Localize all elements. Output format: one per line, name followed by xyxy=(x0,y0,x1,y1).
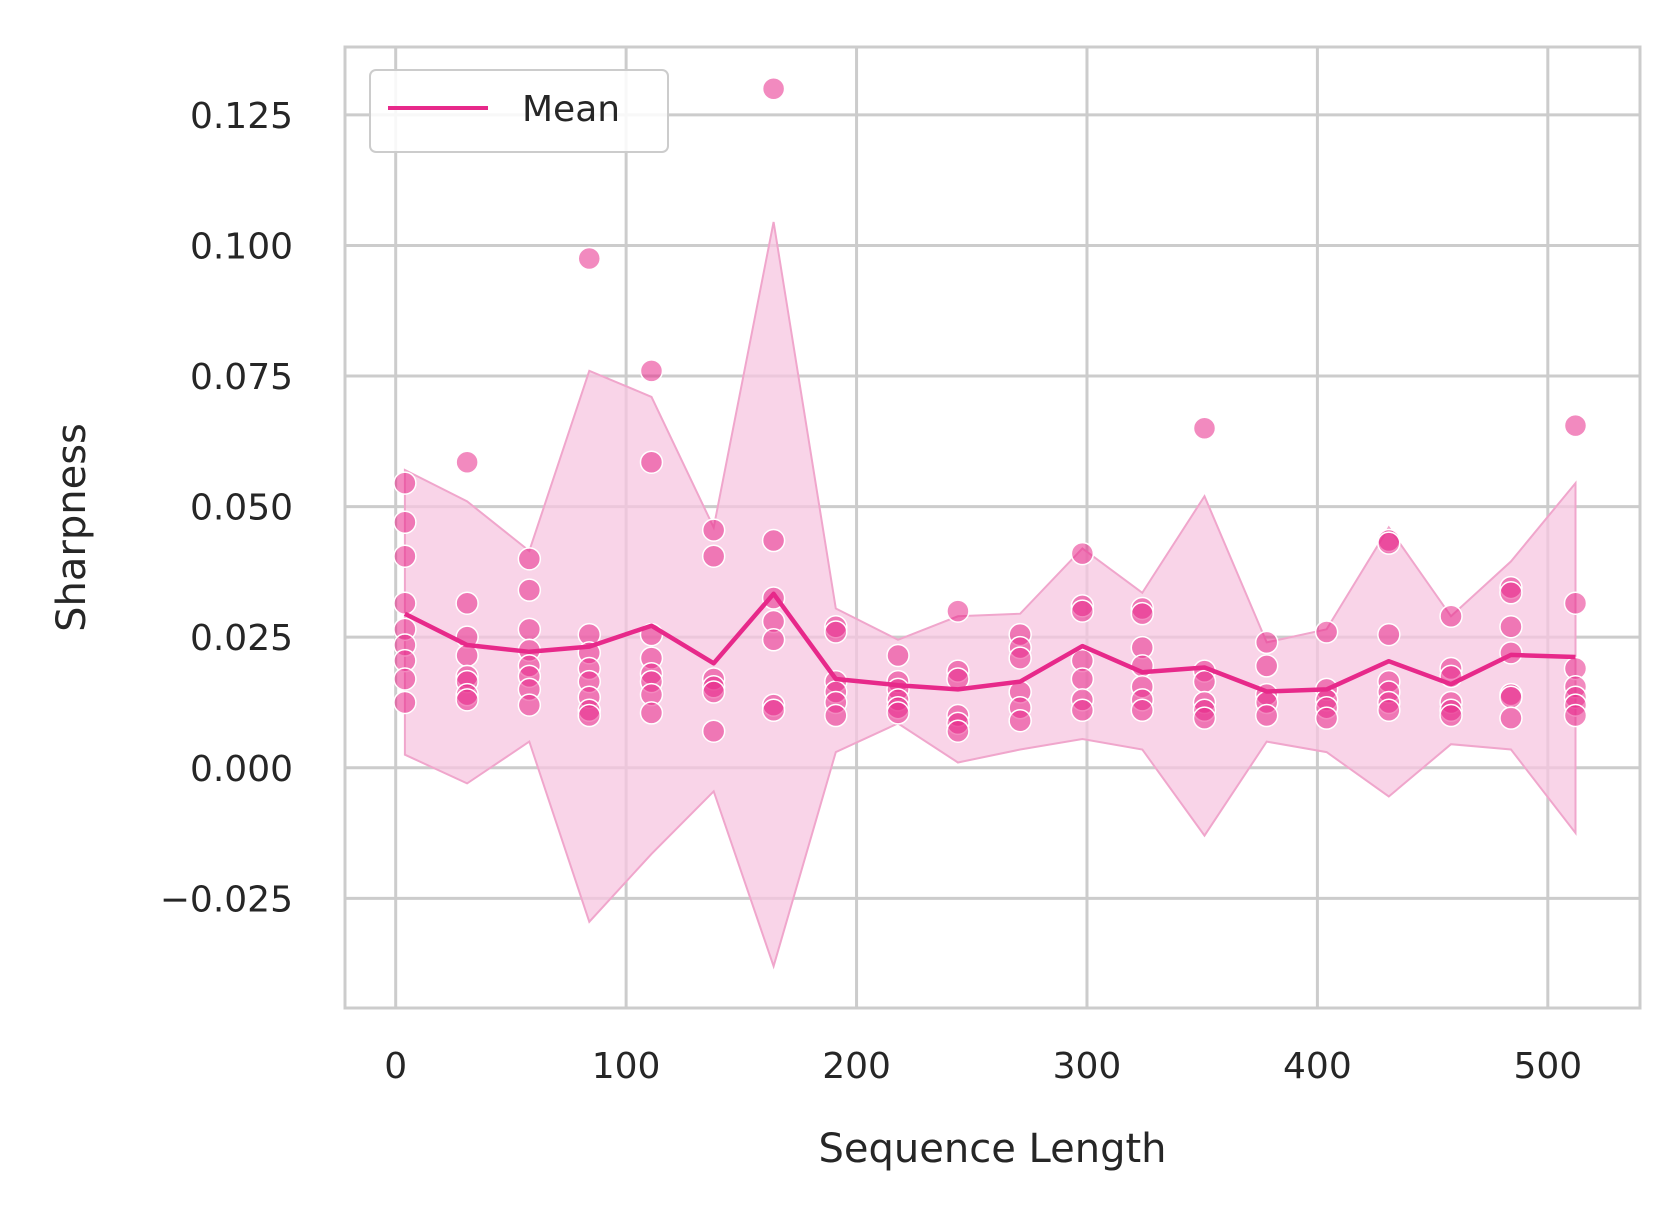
data-point xyxy=(393,510,417,535)
data-point xyxy=(701,680,726,704)
data-point xyxy=(1008,646,1032,670)
confidence-band xyxy=(403,221,1577,970)
y-tick-label: 0.000 xyxy=(190,749,293,790)
data-point xyxy=(1254,703,1279,728)
data-point xyxy=(455,591,479,615)
data-point xyxy=(824,703,848,728)
data-point xyxy=(455,450,479,474)
data-point xyxy=(1314,620,1339,644)
data-point xyxy=(1254,654,1279,678)
x-tick-labels: 0 100 200 300 400 500 xyxy=(384,1046,1582,1087)
data-point xyxy=(1192,669,1217,694)
data-point xyxy=(517,617,542,642)
y-axis-label: Sharpness xyxy=(49,423,95,632)
data-point xyxy=(1192,416,1217,441)
x-tick-label: 400 xyxy=(1283,1046,1352,1087)
mean-line-group xyxy=(403,591,1576,694)
data-point xyxy=(639,701,664,725)
data-point xyxy=(393,591,417,615)
data-point xyxy=(1499,685,1523,709)
data-point xyxy=(1070,599,1095,623)
data-point xyxy=(393,690,417,715)
data-point xyxy=(1563,413,1588,438)
y-tick-label: 0.075 xyxy=(190,357,293,398)
y-tick-label: 0.025 xyxy=(190,618,293,659)
y-tick-label: 0.125 xyxy=(190,96,293,137)
data-point xyxy=(1499,581,1523,605)
data-point xyxy=(1377,531,1401,555)
data-point xyxy=(946,719,970,743)
data-point xyxy=(701,719,726,743)
band-area xyxy=(403,221,1577,970)
data-point xyxy=(946,599,970,623)
data-point xyxy=(1130,698,1155,723)
x-tick-label: 200 xyxy=(822,1046,891,1087)
x-tick-label: 100 xyxy=(592,1046,661,1087)
data-point xyxy=(1377,622,1401,647)
data-point xyxy=(577,246,602,271)
y-tick-labels: −0.025 0.000 0.025 0.050 0.075 0.100 0.125 xyxy=(160,96,293,920)
data-point xyxy=(1439,604,1463,629)
data-point xyxy=(701,544,726,568)
data-point xyxy=(1008,708,1032,733)
data-point xyxy=(517,547,542,571)
data-point xyxy=(761,698,786,723)
mean-line xyxy=(403,591,1576,694)
data-point xyxy=(1070,667,1095,691)
data-point xyxy=(1070,541,1095,566)
data-point xyxy=(1499,614,1523,639)
data-point xyxy=(1254,630,1279,655)
data-point xyxy=(393,667,417,691)
y-tick-label: 0.050 xyxy=(190,488,293,529)
x-tick-label: 300 xyxy=(1053,1046,1122,1087)
data-point xyxy=(761,528,786,553)
data-point xyxy=(393,544,417,568)
data-point xyxy=(1439,703,1463,728)
y-tick-label: 0.100 xyxy=(190,226,293,267)
data-point xyxy=(1563,591,1588,615)
data-point xyxy=(1192,706,1217,730)
data-point xyxy=(1563,703,1588,728)
x-axis-label: Sequence Length xyxy=(819,1126,1167,1172)
data-point xyxy=(824,620,848,644)
data-point xyxy=(1314,706,1339,730)
data-point xyxy=(639,359,664,383)
plot-frame xyxy=(343,45,1642,1010)
data-point xyxy=(886,643,910,668)
data-point xyxy=(761,77,786,101)
data-point xyxy=(577,703,602,728)
y-tick-label: −0.025 xyxy=(160,879,293,920)
data-point xyxy=(701,518,726,542)
legend: Mean xyxy=(369,69,669,153)
data-point xyxy=(1070,698,1095,723)
x-tick-label: 500 xyxy=(1513,1046,1582,1087)
legend-box xyxy=(369,69,669,153)
data-point xyxy=(517,578,542,602)
data-point xyxy=(639,450,664,474)
data-point xyxy=(1377,698,1401,723)
data-point xyxy=(886,701,910,725)
data-point xyxy=(761,628,786,652)
data-point xyxy=(517,693,542,717)
data-point xyxy=(1499,706,1523,730)
data-point xyxy=(455,688,479,712)
legend-mean-label: Mean xyxy=(522,89,620,130)
data-point xyxy=(1130,601,1155,626)
data-point xyxy=(393,471,417,495)
x-tick-label: 0 xyxy=(384,1046,407,1087)
